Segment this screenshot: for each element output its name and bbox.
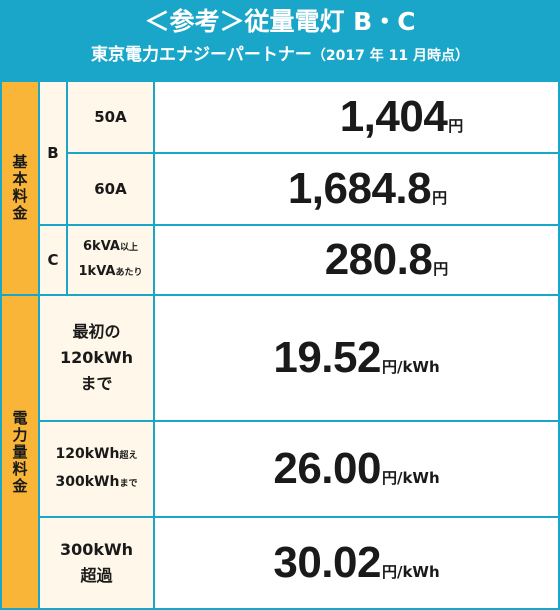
section-basic-fee: 基 本 料 金 <box>0 80 40 296</box>
capacity-c-label: 6kVA以上 1kVAあたり <box>66 224 155 296</box>
price-cell: 26.00円/kWh <box>153 420 560 518</box>
tier-1-label: 最初の 120kWh まで <box>38 294 155 422</box>
price-value: 1,404 <box>339 92 448 141</box>
price-currency: 円 <box>381 470 397 487</box>
section-char: 電 <box>12 408 28 427</box>
price-value: 280.8 <box>324 235 433 284</box>
price-tier-1: 19.52円/kWh <box>273 333 439 383</box>
header-banner: ＜参考＞従量電灯 B・C 東京電力エナジーパートナー（2017 年 11 月時点… <box>0 0 560 80</box>
capacity-c-value1: 6kVA <box>83 239 120 254</box>
capacity-c-text: 6kVA以上 1kVAあたり <box>79 235 143 285</box>
tier-1-line: まで <box>80 374 113 393</box>
subtitle-date-note: （2017 年 11 月時点） <box>311 48 469 64</box>
tier-2-line2: 300kWhまで <box>56 469 138 497</box>
section-char: 金 <box>12 204 28 222</box>
price-tier-3: 30.02円/kWh <box>273 538 439 588</box>
capacity-c-suffix2: あたり <box>115 268 143 278</box>
tier-2-value1: 120kWh <box>55 446 120 462</box>
price-value: 1,684.8 <box>287 164 432 213</box>
price-cell: 1,404円 <box>153 80 560 154</box>
price-value: 19.52 <box>273 333 381 382</box>
tier-2-suffix2: まで <box>119 479 138 489</box>
tier-3-text: 300kWh 超過 <box>60 537 133 589</box>
section-char: 料 <box>12 459 28 478</box>
price-currency: 円 <box>448 118 464 135</box>
tier-3-line: 超過 <box>80 566 113 585</box>
price-unit: /kWh <box>396 469 440 487</box>
capacity-50a-label: 50A <box>66 80 155 154</box>
price-50a: 1,404円 <box>340 92 464 142</box>
price-currency: 円 <box>381 359 397 376</box>
tier-2-line1: 120kWh超え <box>56 441 138 469</box>
price-currency: 円 <box>432 190 448 207</box>
price-60a: 1,684.8円 <box>288 164 447 214</box>
price-cell: 30.02円/kWh <box>153 516 560 610</box>
tier-2-suffix1: 超え <box>119 451 138 461</box>
tier-1-text: 最初の 120kWh まで <box>60 319 133 397</box>
price-tier-2: 26.00円/kWh <box>273 444 439 494</box>
plan-b-label: B <box>38 80 68 226</box>
price-unit: /kWh <box>396 358 440 376</box>
price-currency: 円 <box>433 261 449 278</box>
tier-3-label: 300kWh 超過 <box>38 516 155 610</box>
plan-c-label: C <box>38 224 68 296</box>
page-subtitle: 東京電力エナジーパートナー（2017 年 11 月時点） <box>0 42 560 69</box>
price-value: 26.00 <box>273 444 381 493</box>
capacity-c-value2: 1kVA <box>78 264 116 279</box>
price-cell: 280.8円 <box>153 224 560 296</box>
section-char: 金 <box>12 476 28 495</box>
tier-2-label: 120kWh超え 300kWhまで <box>38 420 155 518</box>
section-char: 本 <box>12 170 28 188</box>
capacity-60a-label: 60A <box>66 152 155 226</box>
price-cell: 19.52円/kWh <box>153 294 560 422</box>
tier-2-text: 120kWh超え 300kWhまで <box>56 441 138 497</box>
section-char: 料 <box>12 187 28 205</box>
price-value: 30.02 <box>273 538 381 587</box>
section-char: 量 <box>12 442 28 461</box>
price-c: 280.8円 <box>325 235 449 285</box>
capacity-c-line2: 1kVAあたり <box>79 260 143 285</box>
tier-1-line: 最初の <box>72 322 121 341</box>
subtitle-company: 東京電力エナジーパートナー <box>91 45 312 65</box>
tier-3-line: 300kWh <box>59 540 134 559</box>
section-energy-fee: 電 力 量 料 金 <box>0 294 40 610</box>
section-char: 基 <box>12 153 28 171</box>
section-char: 力 <box>12 425 28 444</box>
capacity-c-suffix1: 以上 <box>119 243 138 253</box>
price-cell: 1,684.8円 <box>153 152 560 226</box>
price-currency: 円 <box>381 564 397 581</box>
price-unit: /kWh <box>396 563 440 581</box>
tier-2-value2: 300kWh <box>55 474 120 490</box>
page-title: ＜参考＞従量電灯 B・C <box>144 7 416 36</box>
capacity-c-line1: 6kVA以上 <box>79 235 143 260</box>
tier-1-line: 120kWh <box>59 348 134 367</box>
